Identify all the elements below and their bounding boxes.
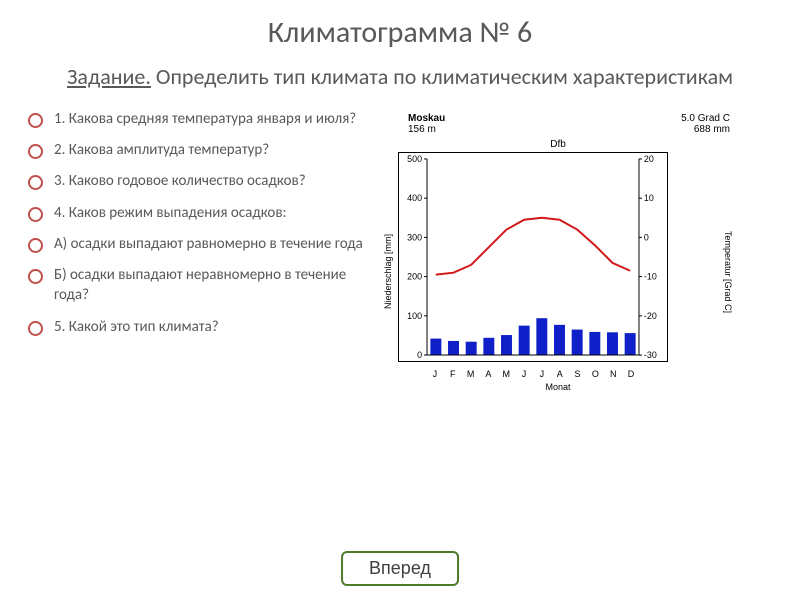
station-name: Moskau [408,113,445,124]
bullet-item: Б) осадки выпадают неравномерно в течени… [28,265,368,306]
content-row: 1. Какова средняя температура января и и… [0,109,800,392]
plot-wrap: Niederschlag [mm] 0100200300400500-30-20… [378,152,738,392]
x-ticks: JFMAMJJASOND [398,367,668,379]
x-label: Monat [398,382,718,392]
station-elevation: 156 m [408,124,445,135]
svg-text:400: 400 [407,193,422,203]
svg-text:300: 300 [407,232,422,242]
month-tick: M [497,369,515,379]
bullet-list: 1. Какова средняя температура января и и… [28,109,368,337]
svg-text:500: 500 [407,154,422,164]
svg-text:-20: -20 [644,311,657,321]
y-label-right: Temperatur [Grad C] [718,152,738,392]
bullet-item: 2. Какова амплитуда температур? [28,140,368,160]
month-tick: J [533,369,551,379]
month-tick: N [604,369,622,379]
plot-area: 0100200300400500-30-20-1001020 JFMAMJJAS… [398,152,718,392]
chart-header: Moskau 156 m 5.0 Grad C 688 mm [378,113,738,135]
station-block: Moskau 156 m [408,113,445,135]
climate-code: Dfb [378,139,738,150]
svg-text:20: 20 [644,154,654,164]
month-tick: S [569,369,587,379]
task-subtitle: Задание. Определить тип климата по клима… [0,61,800,93]
forward-button[interactable]: Вперед [341,551,459,586]
svg-text:-30: -30 [644,350,657,360]
y-label-left: Niederschlag [mm] [378,152,398,392]
month-tick: F [444,369,462,379]
question-panel: 1. Какова средняя температура января и и… [28,109,378,392]
bullet-item: А) осадки выпадают равномерно в течение … [28,234,368,254]
chart-panel: Moskau 156 m 5.0 Grad C 688 mm Dfb Niede… [378,109,782,392]
page-title: Климатограмма № 6 [0,14,800,51]
svg-text:10: 10 [644,193,654,203]
month-tick: O [586,369,604,379]
bullet-item: 3. Каково годовое количество осадков? [28,171,368,191]
month-tick: M [462,369,480,379]
month-tick: A [551,369,569,379]
bullet-item: 1. Какова средняя температура января и и… [28,109,368,129]
month-tick: D [622,369,640,379]
station-summary: 5.0 Grad C 688 mm [681,113,730,135]
task-prefix: Задание. [67,63,151,90]
climograph: Moskau 156 m 5.0 Grad C 688 mm Dfb Niede… [378,113,738,392]
svg-text:-10: -10 [644,271,657,281]
svg-text:200: 200 [407,271,422,281]
svg-text:100: 100 [407,311,422,321]
bullet-item: 5. Какой это тип климата? [28,317,368,337]
climograph-svg: 0 100 200 300 400 500 -30 -20 -10 0 10 20 [398,152,668,362]
month-tick: J [426,369,444,379]
month-tick: A [479,369,497,379]
svg-text:0: 0 [644,232,649,242]
bullet-item: 4. Каков режим выпадения осадков: [28,203,368,223]
svg-text:0: 0 [417,350,422,360]
task-text: Определить тип климата по климатическим … [151,63,733,90]
month-tick: J [515,369,533,379]
